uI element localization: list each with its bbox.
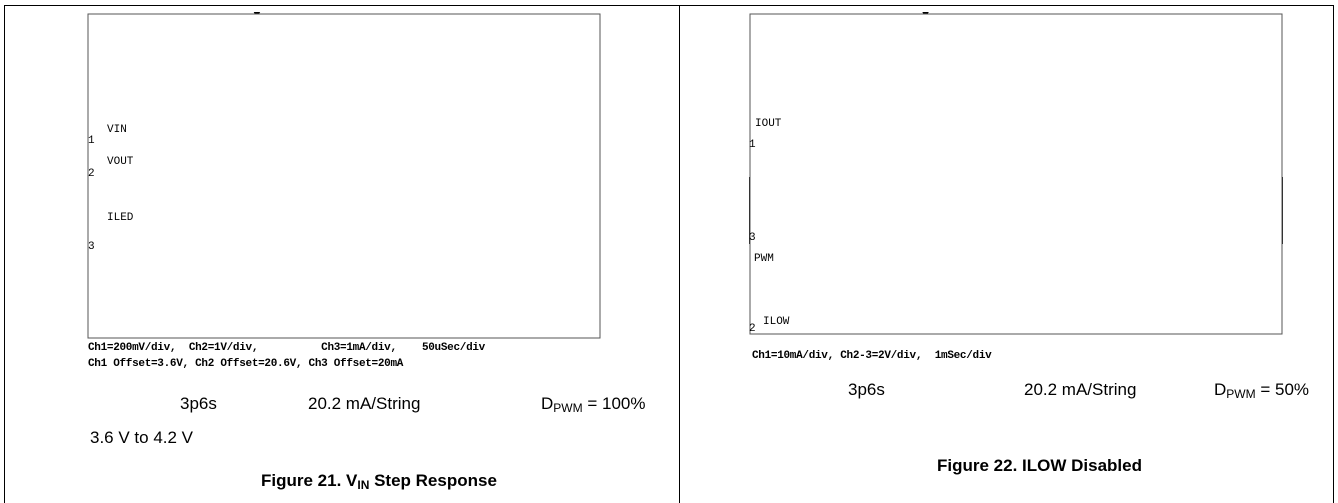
figure-caption: Figure 21. VIN Step Response — [261, 471, 497, 492]
scope-frame — [749, 13, 1283, 335]
duty-symbol: D — [1214, 380, 1227, 399]
figure-cell — [679, 5, 1334, 503]
duty-symbol: D — [541, 394, 554, 413]
condition: 3.6 V to 4.2 V — [90, 428, 194, 447]
condition: 20.2 mA/String — [1024, 380, 1137, 399]
trace-label: IOUT — [755, 118, 782, 130]
channel-marker: 3 — [88, 241, 95, 253]
duty-value: = 100% — [582, 394, 646, 413]
condition: 20.2 mA/String — [308, 394, 421, 413]
caption-text: Step Response — [369, 471, 497, 490]
scope-frame — [87, 13, 601, 339]
scope-settings: Ch1 Offset=3.6V, Ch2 Offset=20.6V, Ch3 O… — [88, 358, 404, 370]
trace-label: PWM — [754, 253, 774, 265]
trace-label: VIN — [107, 124, 127, 136]
trace-label: VOUT — [107, 156, 134, 168]
channel-marker: 3 — [749, 232, 756, 244]
trace-label: ILED — [107, 212, 134, 224]
duty-subscript: PWM — [1226, 387, 1256, 401]
condition: 3p6s — [848, 380, 885, 399]
channel-marker: 1 — [88, 135, 95, 147]
condition: 3p6s — [180, 394, 217, 413]
condition: DPWM = 50% — [1214, 380, 1309, 401]
condition: DPWM = 100% — [541, 394, 645, 415]
channel-marker: 2 — [749, 323, 756, 335]
trace-label: ILOW — [763, 316, 790, 328]
channel-marker: 2 — [88, 168, 95, 180]
caption-text: Figure 21. V — [261, 471, 358, 490]
scope-settings: Ch1=200mV/div, Ch2=1V/div, Ch3=1mA/div, … — [88, 342, 485, 354]
duty-subscript: PWM — [553, 401, 583, 415]
scope-settings: Ch1=10mA/div, Ch2-3=2V/div, 1mSec/div — [752, 350, 992, 362]
caption-subscript: IN — [357, 478, 370, 492]
channel-marker: 1 — [749, 139, 756, 151]
figure-caption: Figure 22. ILOW Disabled — [937, 456, 1142, 475]
figure-cell — [4, 5, 680, 503]
duty-value: = 50% — [1255, 380, 1310, 399]
